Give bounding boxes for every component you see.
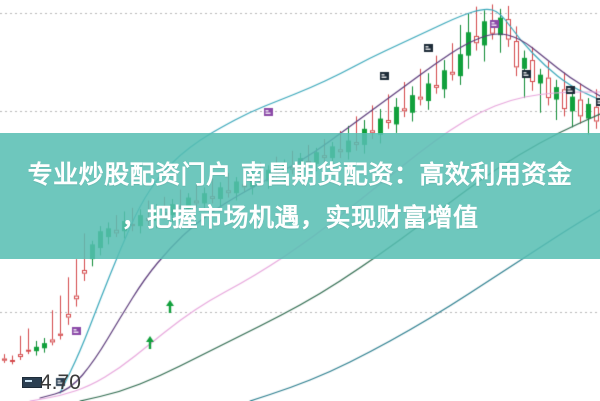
promo-headline-line1: 专业炒股配资门户 南昌期货配资：高效利用资金 [27,160,573,189]
promo-banner: 专业炒股配资门户 南昌期货配资：高效利用资金 ，把握市场机遇，实现财富增值 [0,133,600,259]
promo-headline-line2: ，把握市场机遇，实现财富增值 [121,203,479,232]
price-label: 4.70 [40,371,81,394]
price-marker-icon [22,377,42,388]
